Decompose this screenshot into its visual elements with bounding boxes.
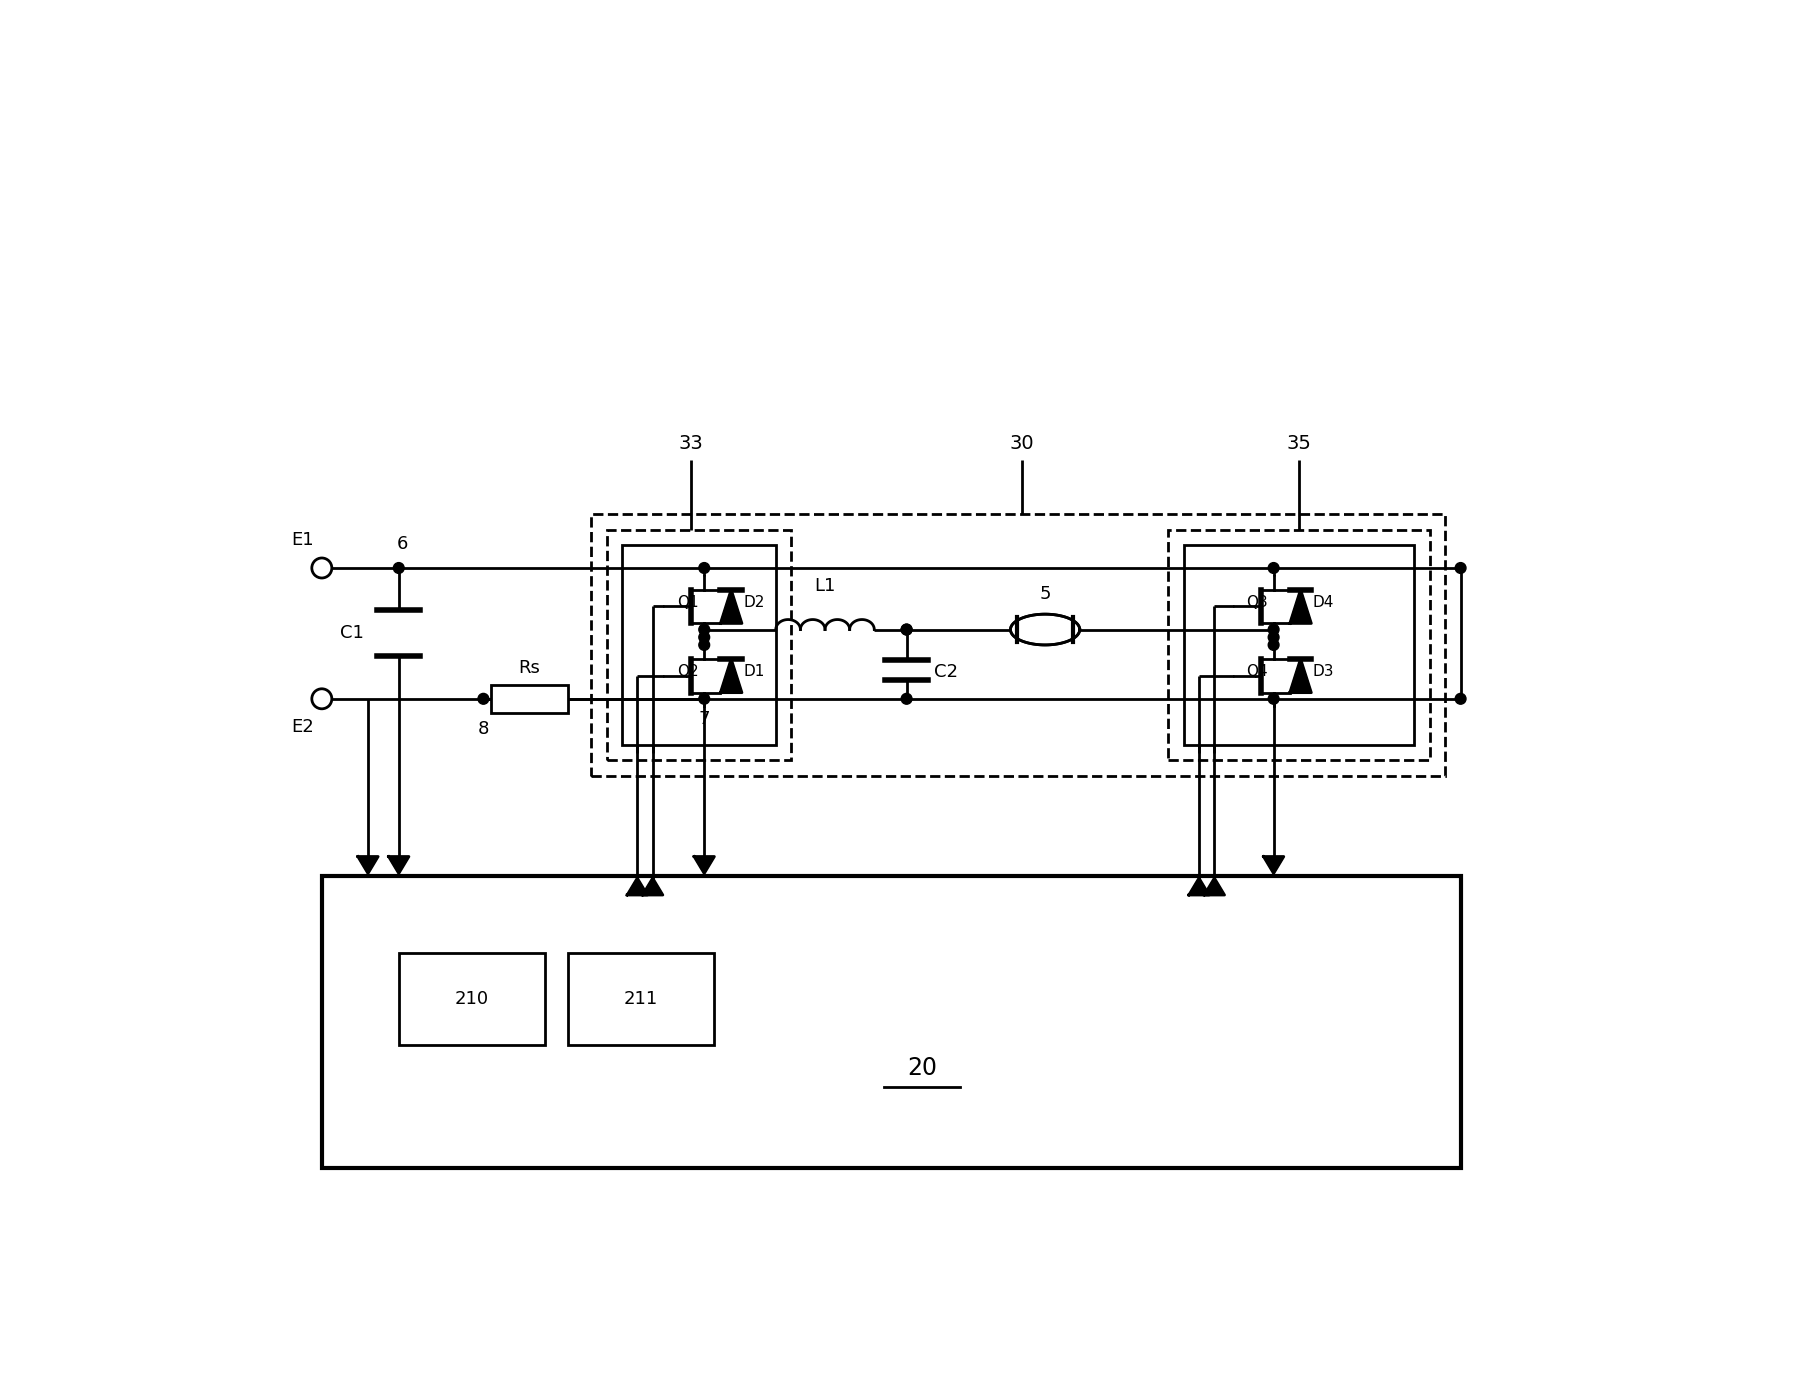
Polygon shape (642, 879, 662, 895)
Text: 8: 8 (478, 720, 489, 739)
Text: 7: 7 (698, 711, 710, 729)
Bar (568, 953, 714, 1045)
Polygon shape (388, 856, 408, 873)
Text: 35: 35 (1286, 434, 1311, 453)
Bar (592, 513, 1444, 775)
Circle shape (1268, 639, 1278, 651)
Polygon shape (694, 856, 714, 873)
Polygon shape (1262, 856, 1284, 873)
Circle shape (1455, 694, 1465, 704)
Text: Q1: Q1 (676, 595, 698, 610)
Circle shape (1268, 624, 1278, 635)
Circle shape (901, 624, 912, 635)
Bar (622, 544, 775, 744)
Polygon shape (1188, 879, 1208, 895)
Text: 30: 30 (1009, 434, 1034, 453)
Circle shape (1455, 562, 1465, 574)
Circle shape (1268, 562, 1278, 574)
Circle shape (478, 694, 489, 704)
Text: 5: 5 (1039, 585, 1050, 603)
Polygon shape (719, 659, 741, 693)
Text: 211: 211 (624, 990, 658, 1007)
Polygon shape (1203, 879, 1224, 895)
Circle shape (698, 624, 708, 635)
Text: D3: D3 (1313, 665, 1334, 680)
Circle shape (311, 558, 331, 578)
Circle shape (698, 562, 708, 574)
Bar (322, 876, 1460, 1168)
Text: 6: 6 (397, 534, 408, 553)
Text: 210: 210 (455, 990, 489, 1007)
Bar (1183, 544, 1413, 744)
Circle shape (698, 632, 708, 642)
Circle shape (1268, 632, 1278, 642)
Polygon shape (1010, 614, 1079, 645)
Bar (491, 686, 568, 712)
Text: 33: 33 (678, 434, 703, 453)
Circle shape (311, 688, 331, 709)
Text: E1: E1 (291, 530, 315, 548)
Circle shape (698, 639, 708, 651)
Circle shape (901, 694, 912, 704)
Text: L1: L1 (814, 576, 836, 595)
Circle shape (901, 624, 912, 635)
Polygon shape (719, 589, 741, 624)
Polygon shape (358, 856, 378, 873)
Text: C1: C1 (340, 624, 363, 642)
Text: C2: C2 (933, 663, 957, 681)
Polygon shape (1289, 659, 1311, 693)
Bar (399, 953, 545, 1045)
Text: 20: 20 (906, 1056, 937, 1080)
Text: Q2: Q2 (676, 665, 698, 680)
Text: Q3: Q3 (1246, 595, 1268, 610)
Text: Rs: Rs (518, 659, 539, 677)
Circle shape (698, 694, 708, 704)
Text: D1: D1 (743, 665, 764, 680)
Polygon shape (1289, 589, 1311, 624)
Text: E2: E2 (291, 718, 315, 736)
Circle shape (394, 562, 405, 574)
Text: D4: D4 (1313, 595, 1334, 610)
Polygon shape (628, 879, 647, 895)
Bar (1167, 530, 1429, 761)
Circle shape (1268, 694, 1278, 704)
Text: Q4: Q4 (1246, 665, 1268, 680)
Bar (606, 530, 791, 761)
Text: D2: D2 (743, 595, 764, 610)
